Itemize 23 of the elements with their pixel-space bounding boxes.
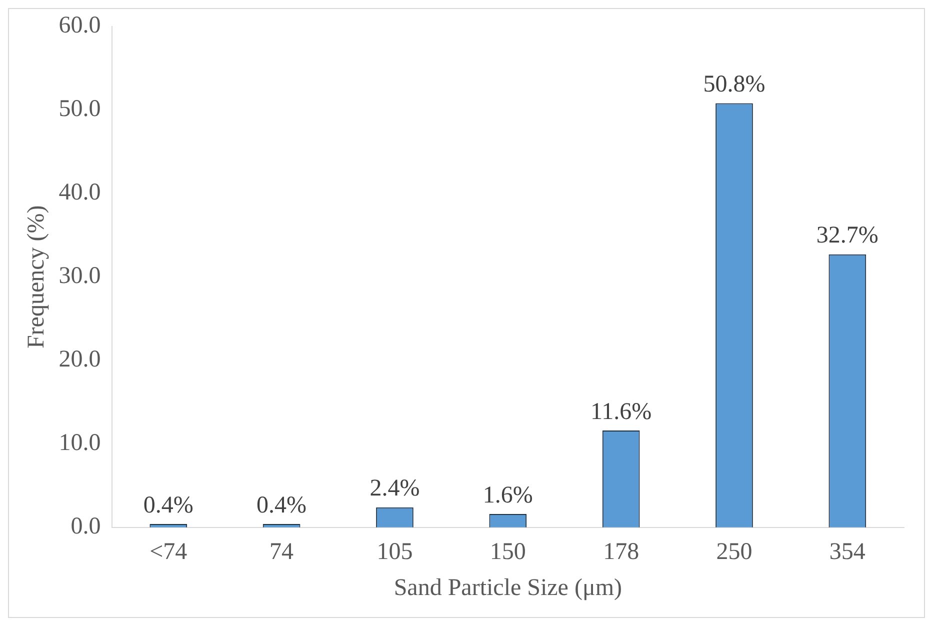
x-tick-label: 354 — [829, 539, 866, 566]
x-tick-label: 178 — [603, 539, 640, 566]
data-label: 50.8% — [703, 72, 766, 98]
x-tick-label: <74 — [150, 539, 188, 566]
y-tick-label: 30.0 — [58, 263, 101, 290]
x-axis-title: Sand Particle Size (μm) — [394, 574, 622, 601]
x-tick-label: 105 — [376, 539, 413, 566]
data-label: 32.7% — [816, 222, 878, 249]
y-tick-label: 40.0 — [58, 180, 101, 206]
y-tick-label: 0.0 — [70, 514, 101, 540]
x-tick-label: 150 — [490, 539, 526, 566]
x-tick-label: 74 — [270, 539, 294, 566]
data-label: 11.6% — [590, 398, 652, 425]
data-label: 0.4% — [143, 492, 194, 518]
x-tick-label: 250 — [716, 539, 752, 566]
data-label: 2.4% — [370, 476, 420, 502]
data-label: 0.4% — [256, 492, 307, 518]
y-tick-label: 60.0 — [58, 12, 101, 39]
y-tick-label: 50.0 — [58, 96, 101, 122]
y-tick-label: 20.0 — [58, 346, 101, 373]
y-axis-title: Frequency (%) — [24, 205, 50, 349]
y-tick-label: 10.0 — [58, 430, 101, 456]
data-label: 1.6% — [482, 482, 533, 508]
